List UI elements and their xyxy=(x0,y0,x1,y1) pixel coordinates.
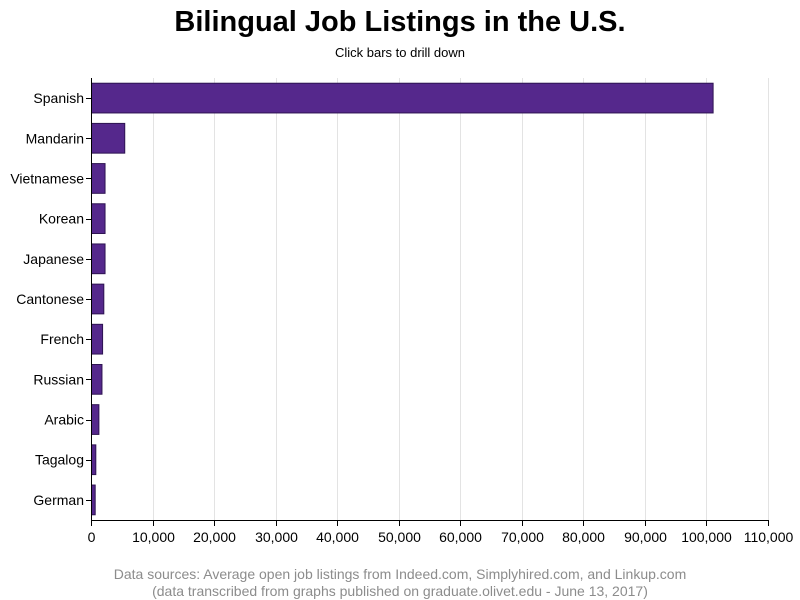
x-tick-label: 60,000 xyxy=(439,529,482,545)
category-label: Arabic xyxy=(44,412,84,428)
x-tick-label: 0 xyxy=(88,529,96,545)
bar-vietnamese[interactable]: Vietnamese: 2,200 xyxy=(91,163,106,194)
category-label: Japanese xyxy=(23,251,84,267)
x-tick-label: 100,000 xyxy=(681,529,732,545)
x-tick-label: 20,000 xyxy=(193,529,236,545)
bar-mandarin[interactable]: Mandarin: 5,400 xyxy=(91,122,126,154)
category-label: Mandarin xyxy=(26,130,84,146)
category-label: Korean xyxy=(39,211,84,227)
bar-russian[interactable]: Russian: 1,700 xyxy=(91,363,103,395)
chart-title: Bilingual Job Listings in the U.S. xyxy=(174,6,626,38)
category-label: Tagalog xyxy=(35,452,84,468)
x-tick-label: 90,000 xyxy=(624,529,667,545)
x-tick-label: 40,000 xyxy=(316,529,359,545)
x-tick-label: 70,000 xyxy=(501,529,544,545)
x-tick-label: 110,000 xyxy=(744,529,794,545)
bar-cantonese[interactable]: Cantonese: 2,000 xyxy=(91,283,105,315)
category-label: Russian xyxy=(33,371,84,387)
bar-japanese[interactable]: Japanese: 2,200 xyxy=(91,243,106,275)
category-label: French xyxy=(40,331,84,347)
chart-subtitle: Click bars to drill down xyxy=(334,45,466,60)
category-label: Spanish xyxy=(33,90,84,106)
category-label: Vietnamese xyxy=(10,170,84,186)
bar-korean[interactable]: Korean: 2,200 xyxy=(91,203,106,235)
category-label: German xyxy=(33,492,84,508)
category-label: Cantonese xyxy=(16,291,84,307)
gridlines xyxy=(153,78,769,520)
data-transcription-note: (data transcribed from graphs published … xyxy=(152,583,648,599)
bar-arabic[interactable]: Arabic: 1,200 xyxy=(91,404,100,435)
bar-spanish[interactable]: Spanish: 101,000 xyxy=(91,82,714,114)
bars: Spanish: 101,000 Mandarin: 5,400 Vietnames… xyxy=(91,82,714,516)
x-tick-label: 50,000 xyxy=(378,529,421,545)
bar-tagalog[interactable]: Tagalog: 700 xyxy=(91,444,97,476)
x-tick-label: 30,000 xyxy=(255,529,298,545)
x-tick-label: 10,000 xyxy=(132,529,175,545)
axes: 0 10,000 20,000 30,000 40,000 50,000 60,000 70,… xyxy=(10,78,793,545)
bar-french[interactable]: French: 1,800 xyxy=(91,323,104,355)
x-tick-label: 80,000 xyxy=(562,529,605,545)
bar-chart: Spanish: 101,000 Mandarin: 5,400 Vietnames… xyxy=(10,78,793,545)
data-source-note: Data sources: Average open job listings … xyxy=(113,566,687,582)
bar-german[interactable]: German: 600 xyxy=(91,484,96,516)
